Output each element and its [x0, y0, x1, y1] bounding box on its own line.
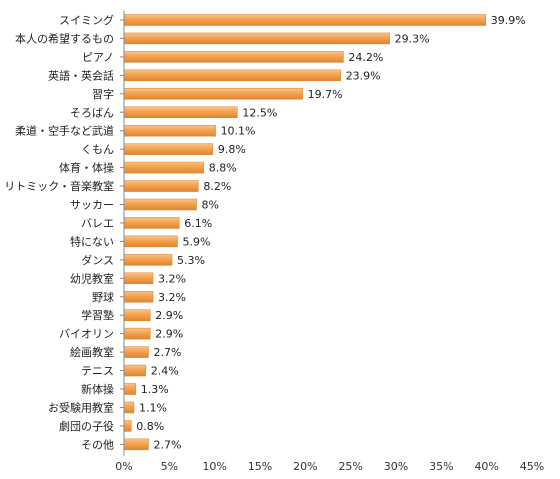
x-tick-label: 0%	[115, 460, 132, 473]
bar	[123, 383, 137, 395]
value-label: 8%	[202, 199, 219, 212]
bar	[123, 401, 135, 414]
x-tick-label: 10%	[202, 460, 226, 473]
x-tick-label: 30%	[384, 460, 408, 473]
value-label: 2.4%	[151, 365, 179, 378]
category-label: お受験用教室	[48, 400, 114, 414]
value-label: 1.3%	[141, 383, 169, 396]
category-label: テニス	[81, 365, 114, 378]
category-label: 柔道・空手など武道	[15, 124, 114, 138]
value-label: 24.2%	[348, 51, 383, 64]
bar	[123, 14, 487, 26]
category-label: バレエ	[81, 217, 114, 230]
value-label: 2.7%	[153, 346, 181, 359]
bar	[123, 217, 180, 229]
bar	[123, 438, 149, 451]
value-label: 0.8%	[136, 420, 164, 433]
bar	[123, 161, 205, 174]
bar	[123, 198, 197, 211]
bar	[123, 69, 341, 82]
category-label: 幼児教室	[70, 271, 114, 285]
value-label: 10.1%	[221, 125, 256, 138]
x-tick-label: 15%	[248, 460, 272, 473]
bar	[123, 180, 199, 192]
bar	[123, 106, 238, 118]
x-tick-label: 25%	[338, 460, 362, 473]
category-label: そろばん	[70, 106, 114, 119]
category-label: ダンス	[81, 253, 114, 267]
category-label: スイミング	[59, 13, 114, 27]
bar	[123, 291, 154, 303]
category-label: 特にない	[70, 234, 114, 248]
bar	[123, 235, 178, 248]
category-label: 習字	[92, 87, 114, 101]
category-label: 絵画教室	[70, 345, 114, 359]
value-label: 9.8%	[218, 143, 246, 156]
bar	[123, 51, 344, 63]
value-label: 29.3%	[395, 32, 430, 45]
value-label: 2.7%	[153, 438, 181, 451]
category-label: 学習塾	[81, 308, 114, 322]
bar	[123, 272, 154, 285]
value-label: 1.1%	[139, 401, 167, 414]
value-label: 39.9%	[491, 14, 526, 27]
category-label: ピアノ	[82, 51, 114, 64]
bar	[123, 32, 390, 45]
category-label: 新体操	[81, 382, 114, 396]
category-label: リトミック・音楽教室	[4, 179, 114, 193]
bar	[123, 88, 303, 100]
category-label: バイオリン	[59, 328, 114, 341]
bar	[123, 327, 151, 340]
category-label: 劇団の子役	[59, 419, 114, 433]
value-label: 23.9%	[346, 69, 381, 82]
category-label: 野球	[92, 290, 114, 304]
bar	[123, 364, 147, 377]
value-label: 2.9%	[155, 309, 183, 322]
value-label: 3.2%	[158, 272, 186, 285]
value-label: 2.9%	[155, 328, 183, 341]
category-label: くもん	[81, 143, 114, 156]
value-label: 8.8%	[209, 162, 237, 175]
category-label: サッカー	[70, 199, 114, 212]
value-label: 5.3%	[177, 254, 205, 267]
x-tick-label: 35%	[429, 460, 453, 473]
category-label: 体育・体操	[59, 161, 114, 175]
bar	[123, 420, 132, 432]
x-axis-ticks: 0% 5% 10% 15% 20% 25% 30% 35% 40% 45%	[115, 460, 544, 473]
bar	[123, 143, 214, 155]
value-label: 6.1%	[184, 217, 212, 230]
x-tick-label: 45%	[520, 460, 544, 473]
value-label: 19.7%	[308, 88, 343, 101]
value-label: 5.9%	[182, 235, 210, 248]
bar	[123, 346, 149, 358]
category-label: その他	[81, 438, 114, 451]
bar	[123, 309, 151, 321]
bar	[123, 254, 173, 266]
value-label: 12.5%	[242, 106, 277, 119]
value-label: 8.2%	[203, 180, 231, 193]
category-label: 英語・英会話	[48, 68, 114, 82]
bar	[123, 124, 216, 137]
x-tick-label: 5%	[161, 460, 178, 473]
x-tick-label: 20%	[293, 460, 317, 473]
bars-layer: スイミング 39.9% 本人の希望するもの 29.3% ピアノ 24.2% 英語・英会話 23…	[4, 13, 525, 451]
x-tick-label: 40%	[474, 460, 498, 473]
value-label: 3.2%	[158, 291, 186, 304]
category-label: 本人の希望するもの	[15, 31, 114, 45]
